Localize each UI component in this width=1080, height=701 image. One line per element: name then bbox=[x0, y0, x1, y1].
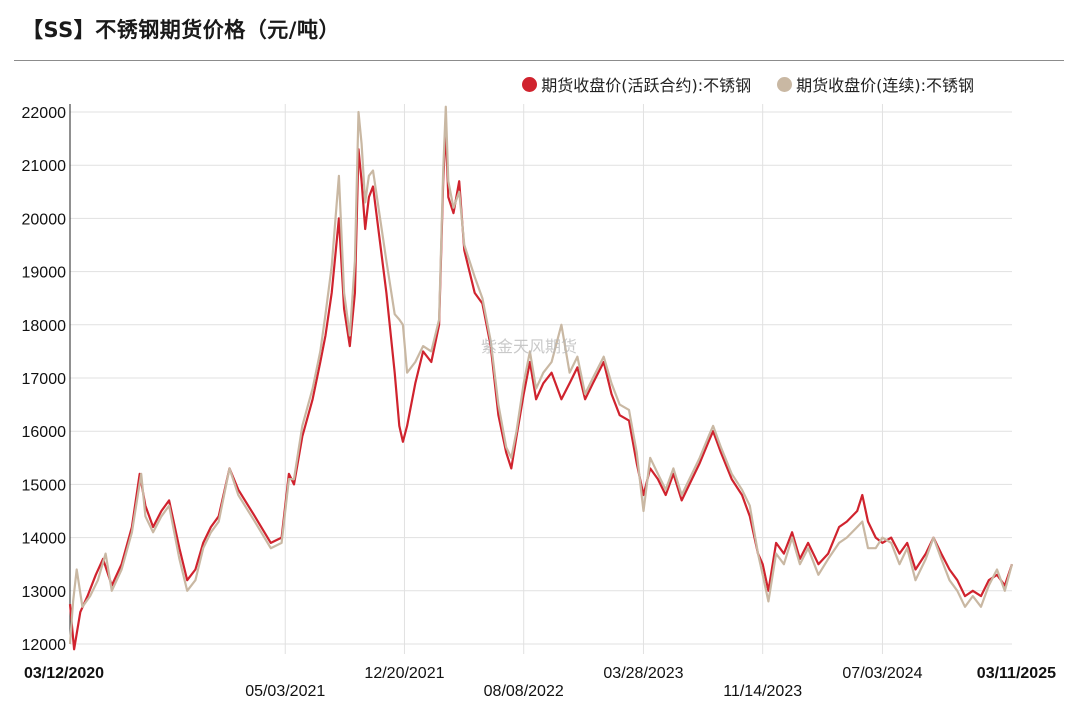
x-tick-label: 11/14/2023 bbox=[723, 683, 802, 700]
legend-item-active-contract[interactable]: 期货收盘价(活跃合约):不锈钢 bbox=[522, 72, 751, 96]
legend-marker-red bbox=[522, 76, 538, 92]
watermark-text: 紫金天风期货 bbox=[481, 337, 578, 356]
title-divider bbox=[14, 60, 1064, 61]
y-tick-label: 18000 bbox=[22, 318, 67, 335]
y-tick-label: 21000 bbox=[22, 158, 67, 175]
x-tick-label: 03/28/2023 bbox=[603, 665, 683, 682]
x-tick-label: 03/12/2020 bbox=[24, 665, 104, 682]
y-tick-label: 20000 bbox=[22, 211, 67, 228]
y-tick-label: 14000 bbox=[22, 531, 67, 548]
series-line-active-contract bbox=[68, 126, 1014, 651]
x-tick-label: 12/20/2021 bbox=[364, 665, 444, 682]
y-tick-label: 17000 bbox=[22, 371, 67, 388]
legend-item-continuous[interactable]: 期货收盘价(连续):不锈钢 bbox=[777, 72, 974, 96]
y-tick-label: 15000 bbox=[22, 477, 67, 494]
x-tick-label: 07/03/2024 bbox=[842, 665, 922, 682]
legend-label-continuous: 期货收盘价(连续):不锈钢 bbox=[796, 76, 974, 95]
series-line-continuous bbox=[68, 105, 1014, 645]
y-tick-label: 16000 bbox=[22, 424, 67, 441]
chart-legend: 期货收盘价(活跃合约):不锈钢 期货收盘价(连续):不锈钢 bbox=[522, 72, 974, 96]
x-tick-label: 08/08/2022 bbox=[484, 683, 564, 700]
chart-title: 【SS】不锈钢期货价格（元/吨） bbox=[22, 18, 340, 42]
y-tick-label: 12000 bbox=[22, 637, 67, 654]
x-tick-label: 05/03/2021 bbox=[245, 683, 325, 700]
legend-marker-beige bbox=[777, 76, 793, 92]
legend-label-active-contract: 期货收盘价(活跃合约):不锈钢 bbox=[541, 76, 752, 95]
y-tick-label: 19000 bbox=[22, 265, 67, 282]
y-tick-label: 22000 bbox=[22, 105, 67, 122]
x-tick-label: 03/11/2025 bbox=[977, 665, 1056, 682]
y-tick-label: 13000 bbox=[22, 584, 67, 601]
